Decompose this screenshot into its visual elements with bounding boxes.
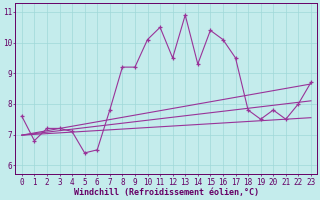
X-axis label: Windchill (Refroidissement éolien,°C): Windchill (Refroidissement éolien,°C) xyxy=(74,188,259,197)
